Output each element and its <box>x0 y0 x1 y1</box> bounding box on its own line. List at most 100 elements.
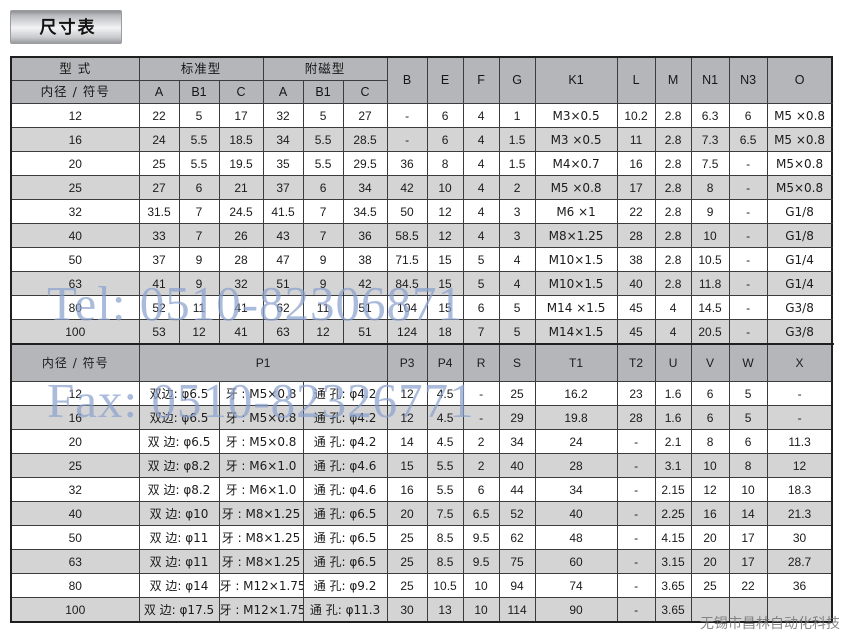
cell-W: 5 <box>728 381 768 406</box>
cell-G: 1 <box>498 103 536 128</box>
cell-std_c: 26 <box>218 223 264 248</box>
cell-U: 2.1 <box>654 429 692 454</box>
cell-L: 28 <box>616 223 656 248</box>
cell-std_b1: 6 <box>178 175 220 200</box>
cell-F: 5 <box>462 271 500 296</box>
cell-T1: 60 <box>534 549 618 574</box>
cell-mag_c: 27 <box>342 103 388 128</box>
cell-E: 12 <box>426 199 464 224</box>
cell-p1a: 双 边: φ8.2 <box>138 453 220 478</box>
cell-N3: - <box>728 175 768 200</box>
cell-P4: 4.5 <box>426 429 464 454</box>
cell-std_b1: 5.5 <box>178 151 220 176</box>
cell-E: 15 <box>426 295 464 320</box>
cell-R: - <box>462 381 500 406</box>
cell-bore: 32 <box>10 477 140 502</box>
cell-V: 25 <box>690 573 730 598</box>
cell-std_b1: 9 <box>178 247 220 272</box>
header2-P1: P1 <box>138 343 388 382</box>
cell-B: - <box>386 127 428 152</box>
header-std-A: A <box>138 80 180 104</box>
cell-T1: 34 <box>534 477 618 502</box>
cell-std_a: 24 <box>138 127 180 152</box>
cell-mag_b1: 5.5 <box>302 127 344 152</box>
table-row: 16 双边: φ6.5 牙 : M5×0.8 通 孔: φ4.2 12 4.5-29 19.… <box>10 405 833 430</box>
cell-W: 17 <box>728 525 768 550</box>
cell-B: 42 <box>386 175 428 200</box>
cell-p1c: 通 孔: φ4.6 <box>302 477 388 502</box>
cell-F: 4 <box>462 223 500 248</box>
cell-M: 4 <box>654 295 692 320</box>
cell-U: 4.15 <box>654 525 692 550</box>
cell-G: 3 <box>498 199 536 224</box>
cell-V: 8 <box>690 429 730 454</box>
cell-T1: 40 <box>534 501 618 526</box>
cell-P4: 4.5 <box>426 405 464 430</box>
cell-mag_c: 38 <box>342 247 388 272</box>
cell-N3: - <box>728 271 768 296</box>
cell-T1: 48 <box>534 525 618 550</box>
cell-T2: - <box>616 501 656 526</box>
cell-T1: 28 <box>534 453 618 478</box>
cell-W: 22 <box>728 573 768 598</box>
table-row: 40 双 边: φ10 牙 : M8×1.25 通 孔: φ6.5 20 7.5 6.5 52… <box>10 501 833 526</box>
cell-p1c: 通 孔: φ4.2 <box>302 405 388 430</box>
table-row: 63 41 9 32 51 9 42 84.5 15 5 4 M10×1.5 40 2.8 11.8- G1/… <box>10 271 833 296</box>
cell-E: 12 <box>426 223 464 248</box>
cell-U: 1.6 <box>654 381 692 406</box>
cell-N3: - <box>728 295 768 320</box>
cell-R: 10 <box>462 597 500 623</box>
cell-mag_b1: 5.5 <box>302 151 344 176</box>
cell-E: 18 <box>426 319 464 345</box>
cell-U: 3.65 <box>654 597 692 623</box>
cell-F: 4 <box>462 151 500 176</box>
cell-R: 6 <box>462 477 500 502</box>
cell-B: 124 <box>386 319 428 345</box>
cell-X: 21.3 <box>766 501 833 526</box>
cell-X: 36 <box>766 573 833 598</box>
cell-B: 104 <box>386 295 428 320</box>
cell-G: 1.5 <box>498 127 536 152</box>
cell-N3: 6.5 <box>728 127 768 152</box>
table-row: 12 双边: φ6.5 牙 : M5×0.8 通 孔: φ4.2 12 4.5-25 16.… <box>10 381 833 406</box>
cell-p1c: 通 孔: φ4.2 <box>302 381 388 406</box>
cell-L: 17 <box>616 175 656 200</box>
cell-O: G1/4 <box>766 247 833 272</box>
header2-V: V <box>690 343 730 382</box>
cell-F: 4 <box>462 199 500 224</box>
table-row: 20 25 5.5 19.5 35 5.5 29.5 36 8 4 1.5 M4×0.7 16 2.8 7.… <box>10 151 833 176</box>
cell-std_c: 41 <box>218 319 264 345</box>
cell-G: 2 <box>498 175 536 200</box>
cell-bore: 20 <box>10 151 140 176</box>
table-row: 80 52 11 41 62 11 51 104 15 6 5 M14 ×1.5 45 4 14.5- G3/… <box>10 295 833 320</box>
table-row: 50 37 9 28 47 9 38 71.5 15 5 4 M10×1.5 38 2.8 10.5- G1/… <box>10 247 833 272</box>
cell-std_a: 52 <box>138 295 180 320</box>
cell-std_a: 27 <box>138 175 180 200</box>
dimension-table-container: 型 式 标准型 附磁型 B E F G K1 L M N1 N3 O 内径 / … <box>10 56 834 623</box>
cell-p1a: 双 边: φ8.2 <box>138 477 220 502</box>
table-row: 20 双 边: φ6.5 牙 : M5×0.8 通 孔: φ4.2 14 4.5 2 34 24… <box>10 429 833 454</box>
cell-p1c: 通 孔: φ4.2 <box>302 429 388 454</box>
header-magnetic-type: 附磁型 <box>262 56 388 81</box>
cell-p1c: 通 孔: φ4.6 <box>302 453 388 478</box>
cell-std_b1: 9 <box>178 271 220 296</box>
cell-G: 4 <box>498 247 536 272</box>
header-M: M <box>654 56 692 104</box>
cell-N1: 7.5 <box>690 151 730 176</box>
cell-K1: M10×1.5 <box>534 247 618 272</box>
header2-T1: T1 <box>534 343 618 382</box>
table-row: 80 双 边: φ14 牙 : M12×1.75 通 孔: φ9.2 25 10.5 10 9… <box>10 573 833 598</box>
cell-std_a: 41 <box>138 271 180 296</box>
cell-N1: 14.5 <box>690 295 730 320</box>
cell-mag_c: 29.5 <box>342 151 388 176</box>
cell-X: 30 <box>766 525 833 550</box>
cell-bore: 63 <box>10 271 140 296</box>
cell-P3: 25 <box>386 573 428 598</box>
header-mag-A: A <box>262 80 304 104</box>
cell-W: 8 <box>728 453 768 478</box>
cell-P3: 30 <box>386 597 428 623</box>
cell-G: 4 <box>498 271 536 296</box>
cell-T1: 24 <box>534 429 618 454</box>
cell-X: 28.7 <box>766 549 833 574</box>
cell-bore: 16 <box>10 127 140 152</box>
